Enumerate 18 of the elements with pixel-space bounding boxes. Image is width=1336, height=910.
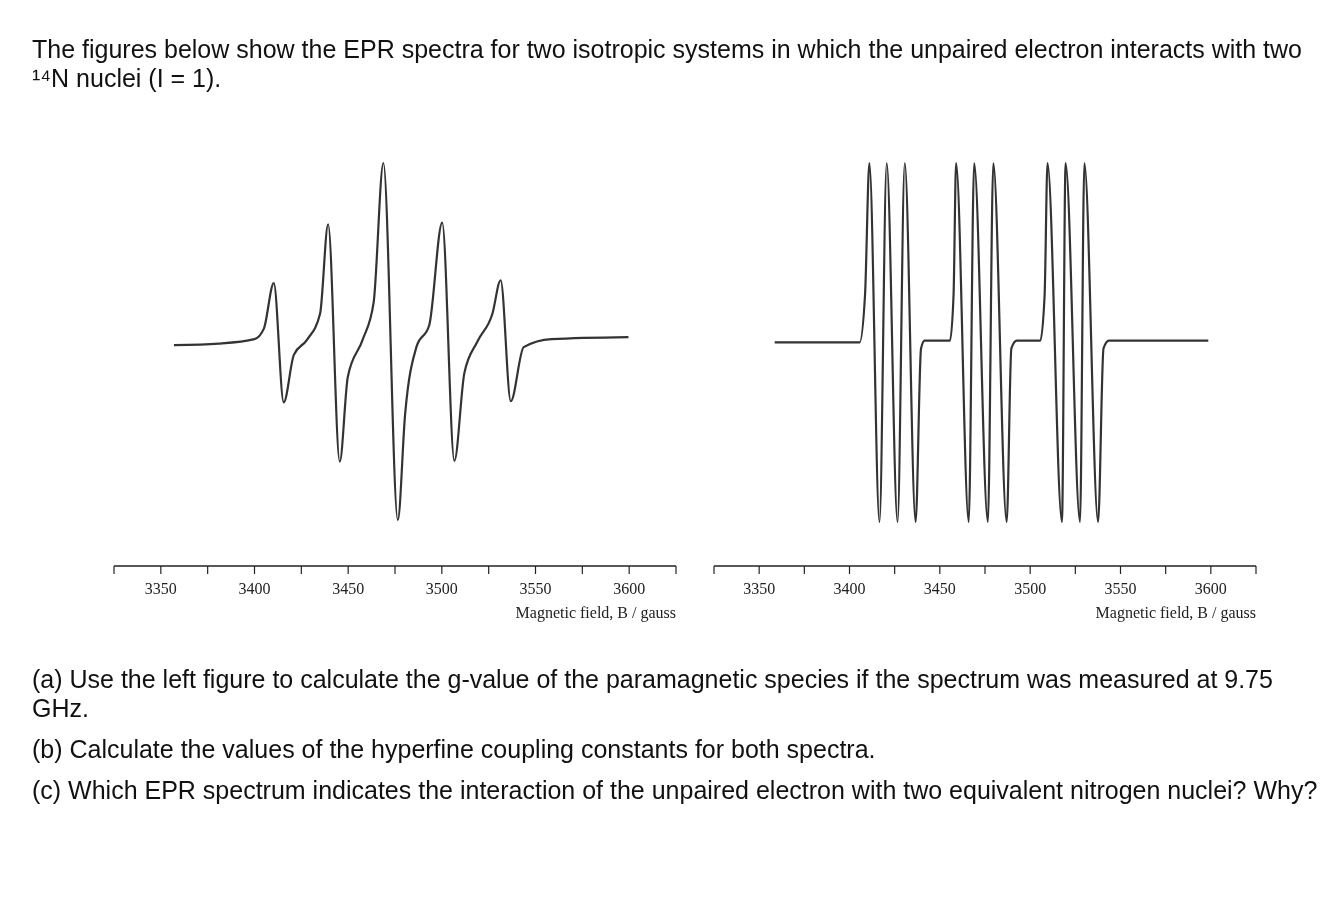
text: (c) Which EPR spectrum indicates the interaction of the unpaired electron with two equivalent nitrogen nuclei? Why? bbox=[32, 776, 1318, 804]
x-tick-label: 3500 bbox=[425, 580, 458, 597]
x-tick-label: 3600 bbox=[613, 580, 646, 597]
text: (b) Calculate the values of the hyperfine coupling constants for both spectra. bbox=[32, 735, 876, 763]
x-tick-label: 3550 bbox=[519, 580, 552, 597]
x-tick-label: 3500 bbox=[1014, 580, 1047, 597]
x-tick-label: 3350 bbox=[144, 580, 177, 597]
x-tick-label: 3450 bbox=[332, 580, 365, 597]
x-axis-title: Magnetic field, B / gauss bbox=[515, 604, 676, 622]
x-tick-label: 3450 bbox=[923, 580, 956, 597]
x-tick-label: 3350 bbox=[743, 580, 776, 597]
x-tick-label: 3600 bbox=[1194, 580, 1227, 597]
text: The figures below show the EPR spectra for two isotropic systems in which the unpaired electron interacts with two ¹⁴N nuclei (I = 1). bbox=[32, 35, 1303, 92]
text: (a) Use the left figure to calculate the g-value of the paramagnetic species if the spectrum was measured at 9.75 GHz. bbox=[32, 665, 1273, 722]
x-tick-label: 3550 bbox=[1104, 580, 1137, 597]
x-axis-title: Magnetic field, B / gauss bbox=[1095, 604, 1256, 622]
x-tick-label: 3400 bbox=[833, 580, 866, 597]
x-tick-label: 3400 bbox=[238, 580, 271, 597]
